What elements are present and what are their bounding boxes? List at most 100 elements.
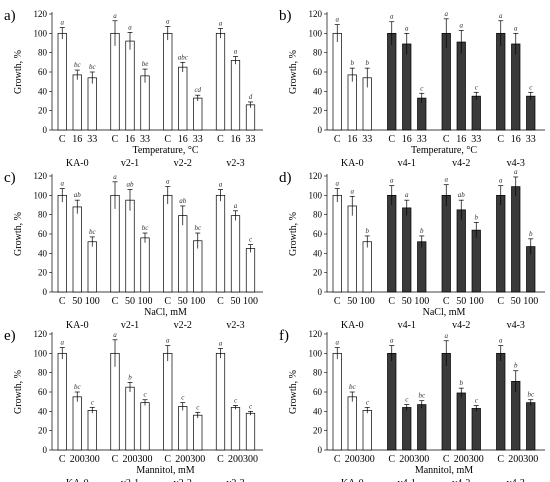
significance-label: c xyxy=(475,397,479,405)
significance-label: ab xyxy=(179,197,187,205)
group-label: KA-0 xyxy=(66,320,89,331)
group-label: v4-2 xyxy=(452,158,470,169)
significance-label: cd xyxy=(194,86,201,94)
bar xyxy=(456,209,466,293)
significance-label: c xyxy=(91,398,95,406)
significance-label: a xyxy=(166,178,170,186)
x-category-label: 50 xyxy=(125,296,135,307)
bar xyxy=(471,95,481,131)
y-tick-label: 40 xyxy=(38,406,48,416)
y-tick-label: 40 xyxy=(38,248,48,258)
significance-label: b xyxy=(514,362,518,370)
y-tick-label: 80 xyxy=(38,48,48,58)
x-category-label: C xyxy=(59,134,66,145)
significance-label: b xyxy=(475,213,479,221)
y-tick-label: 120 xyxy=(34,329,48,339)
x-category-label: 100 xyxy=(190,296,205,307)
bar xyxy=(456,41,466,131)
significance-label: a xyxy=(128,23,132,31)
significance-label: c xyxy=(234,397,238,405)
bar xyxy=(193,97,203,131)
significance-label: b xyxy=(128,373,132,381)
significance-label: a xyxy=(219,340,223,348)
significance-label: bc xyxy=(74,61,82,69)
significance-label: b xyxy=(366,59,370,67)
x-category-label: 200 xyxy=(454,454,469,465)
significance-label: bc xyxy=(142,224,150,232)
significance-label: b xyxy=(351,59,355,67)
panel-letter: f) xyxy=(279,328,289,344)
x-category-label: C xyxy=(497,296,504,307)
significance-label: bc xyxy=(74,383,82,391)
significance-label: c xyxy=(366,398,370,406)
chart-panel: c) Growth, % 0 20 40 60 80 100 120 a Cab 50 bc 100 KA-… xyxy=(4,170,263,331)
y-tick-label: 120 xyxy=(309,329,323,339)
group-label: v2-2 xyxy=(174,158,192,169)
significance-label: a xyxy=(445,10,449,18)
y-tick-label: 80 xyxy=(313,368,323,378)
significance-label: ab xyxy=(74,191,82,199)
significance-label: b xyxy=(460,379,464,387)
bar xyxy=(456,392,466,451)
bar xyxy=(332,352,342,451)
bar xyxy=(125,40,135,131)
y-tick-label: 40 xyxy=(313,86,323,96)
x-category-label: C xyxy=(164,296,171,307)
y-tick-label: 80 xyxy=(38,210,48,220)
y-tick-label: 120 xyxy=(309,9,323,19)
bar xyxy=(178,66,188,131)
panel-letter: a) xyxy=(4,8,16,24)
bar xyxy=(387,32,397,131)
x-category-label: C xyxy=(388,134,395,145)
chart-panel: d) Growth, % 0 20 40 60 80 100 120 a Ca 50 b 100 KA-0 a… xyxy=(279,168,545,331)
significance-label: a xyxy=(499,12,503,20)
x-axis-title: Temperature, °C xyxy=(411,145,477,156)
significance-label: c xyxy=(249,236,253,244)
significance-label: b xyxy=(366,227,370,235)
x-category-label: C xyxy=(388,296,395,307)
significance-label: a xyxy=(61,180,65,188)
bar xyxy=(245,104,256,131)
bar xyxy=(140,75,150,131)
x-axis-title: Mannitol, mM xyxy=(136,465,194,476)
x-category-label: 300 xyxy=(85,454,100,465)
x-category-label: 300 xyxy=(243,454,258,465)
x-category-label: 200 xyxy=(175,454,190,465)
group-label: v4-2 xyxy=(452,320,470,331)
significance-label: a xyxy=(405,191,409,199)
panel-letter: c) xyxy=(4,170,16,186)
bar xyxy=(402,43,412,131)
x-category-label: 300 xyxy=(138,454,153,465)
bar xyxy=(178,215,188,293)
x-axis-title: NaCl, mM xyxy=(423,307,466,318)
group-label: v2-3 xyxy=(226,158,244,169)
x-category-label: 50 xyxy=(402,296,412,307)
significance-label: abc xyxy=(178,53,189,61)
x-category-label: 300 xyxy=(523,454,538,465)
bar xyxy=(496,32,506,131)
significance-label: c xyxy=(143,391,147,399)
bar xyxy=(230,60,241,131)
significance-label: bc xyxy=(89,63,97,71)
y-tick-label: 20 xyxy=(38,106,48,116)
significance-label: a xyxy=(336,180,340,188)
bar xyxy=(417,404,427,451)
y-axis-title: Growth, % xyxy=(288,50,299,94)
x-category-label: 200 xyxy=(399,454,414,465)
bar xyxy=(332,32,342,131)
x-category-label: C xyxy=(217,454,224,465)
panel-letter: b) xyxy=(279,8,292,24)
group-label: v2-1 xyxy=(121,320,139,331)
bar xyxy=(471,408,481,451)
x-category-label: 300 xyxy=(469,454,484,465)
x-axis-title: NaCl, mM xyxy=(144,307,187,318)
x-category-label: 200 xyxy=(228,454,243,465)
group-label: v2-1 xyxy=(121,478,139,482)
y-tick-label: 20 xyxy=(38,426,48,436)
significance-label: ab xyxy=(127,181,135,189)
significance-label: a xyxy=(445,176,449,184)
significance-label: a xyxy=(499,177,503,185)
y-axis-title: Growth, % xyxy=(13,212,24,256)
bar xyxy=(496,194,506,293)
y-tick-label: 60 xyxy=(38,67,48,77)
